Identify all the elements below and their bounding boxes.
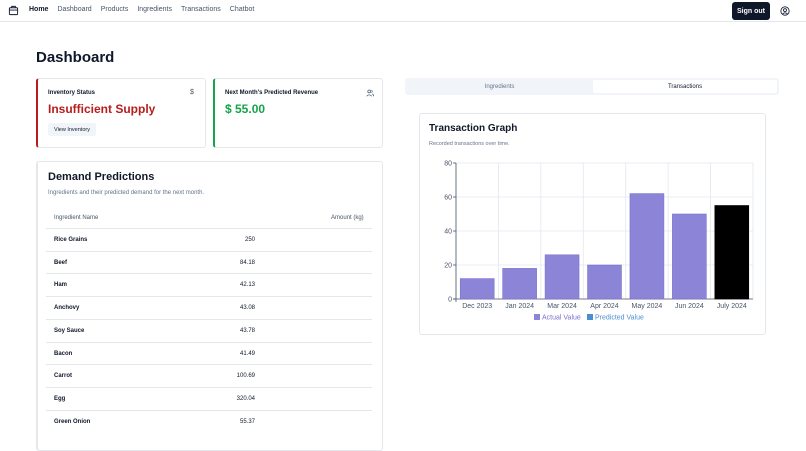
graph-subtitle: Recorded transactions over time. xyxy=(429,141,510,147)
nav-link-transactions[interactable]: Transactions xyxy=(180,6,221,13)
predicted-revenue-value: $ 55.00 xyxy=(225,102,266,116)
users-icon xyxy=(366,89,374,97)
table-row: Bacon 41.49 xyxy=(46,341,372,365)
nav-link-home[interactable]: Home xyxy=(29,6,49,13)
nav-link-products[interactable]: Products xyxy=(100,6,129,13)
table-row: Anchovy 43.08 xyxy=(46,296,372,319)
demand-predictions-title: Demand Predictions xyxy=(48,171,155,183)
ingredient-name: Egg xyxy=(54,395,66,402)
view-tabs: Ingredients Transactions xyxy=(405,78,779,95)
ingredient-name: Ham xyxy=(54,282,68,289)
column-header-ingredient: Ingredient Name xyxy=(54,215,99,221)
ingredient-name: Carrot xyxy=(54,373,73,380)
inventory-status-card: Inventory Status $ Insufficient Supply V… xyxy=(36,78,206,148)
ingredient-name: Rice Grains xyxy=(54,237,88,243)
nav-link-dashboard[interactable]: Dashboard xyxy=(57,6,92,13)
tab-ingredients[interactable]: Ingredients xyxy=(484,83,515,90)
table-row: Beef 84.18 xyxy=(46,250,372,274)
page-title: Dashboard xyxy=(36,49,115,66)
demand-predictions-subtitle: Ingredients and their predicted demand f… xyxy=(48,190,205,196)
ingredient-name: Soy Sauce xyxy=(54,327,85,334)
ingredient-name: Anchovy xyxy=(54,305,80,312)
table-row: Soy Sauce 43.78 xyxy=(46,318,372,342)
top-nav: Home Dashboard Products Ingredients Tran… xyxy=(0,0,806,22)
store-icon[interactable] xyxy=(8,5,19,16)
ingredient-amount: 55.37 xyxy=(239,418,255,425)
ingredient-name: Beef xyxy=(54,259,68,266)
ingredient-amount: 43.08 xyxy=(239,305,255,312)
table-row: Carrot 100.69 xyxy=(46,364,372,387)
ingredient-amount: 100.69 xyxy=(236,373,255,380)
nav-links: Home Dashboard Products Ingredients Tran… xyxy=(29,6,254,13)
sign-out-button[interactable]: Sign out xyxy=(732,2,770,20)
table-row: Rice Grains 250 xyxy=(46,228,372,251)
nav-link-chatbot[interactable]: Chatbot xyxy=(229,6,255,13)
ingredient-amount: 84.18 xyxy=(239,259,255,266)
ingredient-amount: 43.78 xyxy=(239,327,255,334)
dollar-icon: $ xyxy=(190,89,194,96)
graph-title: Transaction Graph xyxy=(429,123,518,134)
inventory-status-value: Insufficient Supply xyxy=(48,102,156,116)
user-circle-icon[interactable] xyxy=(780,6,790,16)
ingredient-name: Bacon xyxy=(54,350,73,357)
ingredient-amount: 320.04 xyxy=(236,395,255,402)
table-row: Green Onion 55.37 xyxy=(46,409,372,433)
predicted-revenue-card: Next Month's Predicted Revenue $ 55.00 xyxy=(213,78,383,148)
tab-transactions[interactable]: Transactions xyxy=(593,80,777,93)
inventory-status-label: Inventory Status xyxy=(48,90,96,96)
view-inventory-button[interactable]: View Inventory xyxy=(48,123,96,136)
demand-predictions-card xyxy=(36,161,383,451)
table-row: Ham 42.13 xyxy=(46,273,372,296)
ingredient-amount: 250 xyxy=(244,237,255,243)
ingredient-amount: 41.49 xyxy=(239,350,255,357)
nav-link-ingredients[interactable]: Ingredients xyxy=(137,6,172,13)
table-row: Egg 320.04 xyxy=(46,386,372,410)
predicted-revenue-label: Next Month's Predicted Revenue xyxy=(225,90,319,96)
ingredient-name: Green Onion xyxy=(54,418,91,425)
column-header-amount: Amount (kg) xyxy=(331,215,364,221)
ingredient-amount: 42.13 xyxy=(239,282,255,289)
